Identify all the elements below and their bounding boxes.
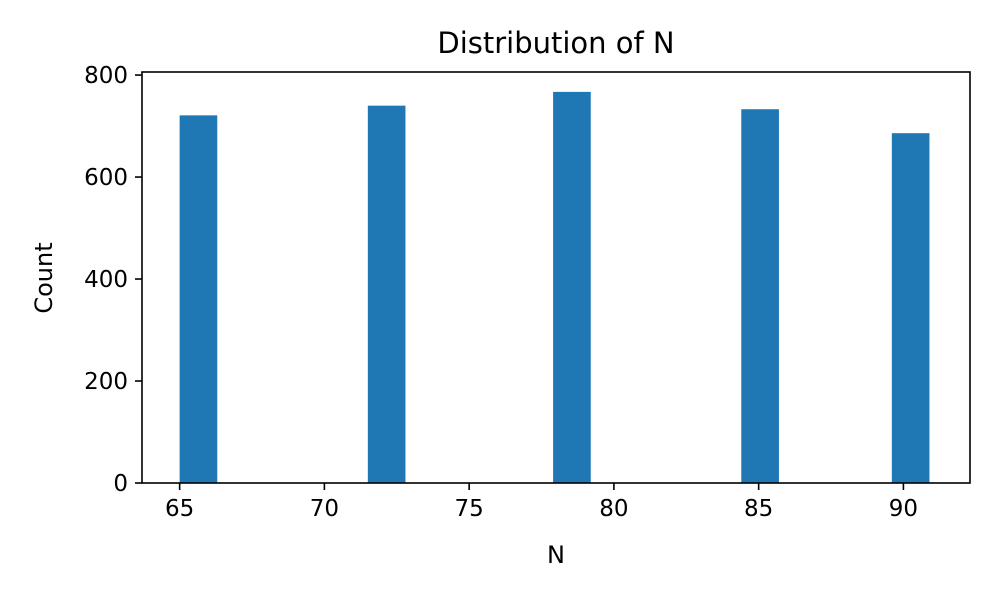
x-axis-ticks: 65 70 75 80 85 90 — [165, 483, 918, 522]
bar-2 — [553, 91, 591, 484]
y-axis-label: Count — [30, 242, 58, 313]
y-tick-label: 400 — [84, 267, 128, 293]
x-tick-label: 75 — [455, 496, 484, 522]
x-tick-label: 90 — [889, 496, 918, 522]
bar-0 — [179, 115, 218, 483]
x-tick-label: 85 — [744, 496, 773, 522]
x-axis-label: N — [547, 541, 565, 569]
x-tick-label: 65 — [165, 496, 194, 522]
bar-4 — [891, 133, 930, 483]
x-tick-label: 70 — [310, 496, 339, 522]
bars-group — [179, 91, 930, 484]
y-tick-label: 600 — [84, 165, 128, 191]
bar-1 — [367, 105, 406, 483]
x-tick-label: 80 — [599, 496, 628, 522]
y-tick-label: 0 — [113, 471, 128, 497]
chart-title: Distribution of N — [437, 26, 674, 60]
y-tick-label: 800 — [84, 63, 128, 89]
y-axis-ticks: 0 200 400 600 800 — [84, 63, 142, 497]
y-tick-label: 200 — [84, 369, 128, 395]
plot-frame — [141, 71, 971, 484]
bar-3 — [741, 109, 779, 484]
